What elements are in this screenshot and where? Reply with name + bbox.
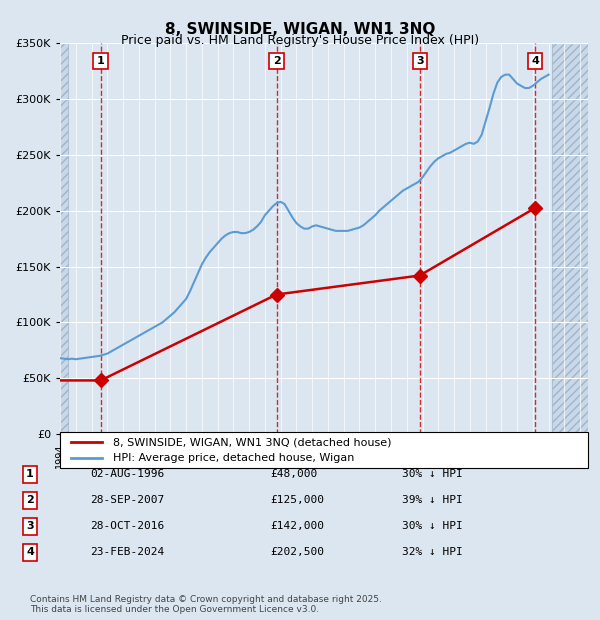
Text: 2: 2 (272, 56, 280, 66)
Text: 4: 4 (26, 547, 34, 557)
Text: Contains HM Land Registry data © Crown copyright and database right 2025.: Contains HM Land Registry data © Crown c… (30, 595, 382, 604)
Text: £48,000: £48,000 (270, 469, 317, 479)
Text: 2: 2 (26, 495, 34, 505)
Text: 8, SWINSIDE, WIGAN, WN1 3NQ (detached house): 8, SWINSIDE, WIGAN, WN1 3NQ (detached ho… (113, 437, 391, 447)
Text: 8, SWINSIDE, WIGAN, WN1 3NQ: 8, SWINSIDE, WIGAN, WN1 3NQ (165, 22, 435, 37)
Text: 3: 3 (26, 521, 34, 531)
Text: 23-FEB-2024: 23-FEB-2024 (90, 547, 164, 557)
Text: £125,000: £125,000 (270, 495, 324, 505)
Text: 32% ↓ HPI: 32% ↓ HPI (402, 547, 463, 557)
Text: 02-AUG-1996: 02-AUG-1996 (90, 469, 164, 479)
Text: 30% ↓ HPI: 30% ↓ HPI (402, 469, 463, 479)
Text: 1: 1 (26, 469, 34, 479)
Text: 3: 3 (416, 56, 424, 66)
Text: 39% ↓ HPI: 39% ↓ HPI (402, 495, 463, 505)
Text: Price paid vs. HM Land Registry's House Price Index (HPI): Price paid vs. HM Land Registry's House … (121, 34, 479, 47)
Text: 28-OCT-2016: 28-OCT-2016 (90, 521, 164, 531)
FancyBboxPatch shape (60, 432, 588, 468)
Bar (552, 43, 588, 434)
Text: £142,000: £142,000 (270, 521, 324, 531)
Text: HPI: Average price, detached house, Wigan: HPI: Average price, detached house, Wiga… (113, 453, 354, 463)
Bar (60, 43, 68, 434)
Text: 4: 4 (531, 56, 539, 66)
Text: 28-SEP-2007: 28-SEP-2007 (90, 495, 164, 505)
Text: This data is licensed under the Open Government Licence v3.0.: This data is licensed under the Open Gov… (30, 604, 319, 614)
Text: £202,500: £202,500 (270, 547, 324, 557)
Text: 30% ↓ HPI: 30% ↓ HPI (402, 521, 463, 531)
Text: 1: 1 (97, 56, 104, 66)
